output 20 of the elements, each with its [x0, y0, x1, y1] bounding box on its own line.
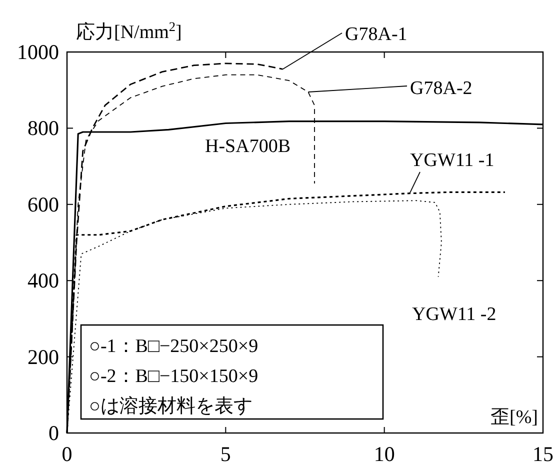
series-label: H-SA700B	[205, 136, 291, 157]
series-label: YGW11 -2	[412, 304, 496, 325]
annotation: ○-2：B□−150×150×9	[89, 366, 258, 387]
y-axis-title: 応力[N/mm$^{2}$]	[76, 18, 182, 43]
series-label: YGW11 -1	[410, 150, 494, 171]
text: G78A-1	[345, 24, 408, 45]
annotation: ○は溶接材料を表す	[89, 395, 252, 417]
x-tick-label: 5	[220, 442, 231, 466]
x-tick-label: 15	[532, 442, 554, 466]
y-tick-label: 600	[28, 192, 59, 216]
note-box: ○-1：B□−250×250×9 ○-2：B□−150×150×9 ○は溶接材料を表す	[80, 324, 384, 420]
y-tick-label: 400	[28, 268, 59, 293]
annotation: ○-1：B□−250×250×9	[89, 336, 258, 357]
y-tick-label: 800	[28, 116, 59, 140]
text: G78A-2	[410, 78, 472, 99]
y-tick-label: 200	[28, 344, 59, 369]
x-tick-label: 10	[374, 442, 395, 466]
y-tick-label: 0	[48, 421, 59, 445]
x-axis-title: 歪[%]	[490, 407, 538, 428]
y-tick-label: 1000	[17, 40, 59, 64]
